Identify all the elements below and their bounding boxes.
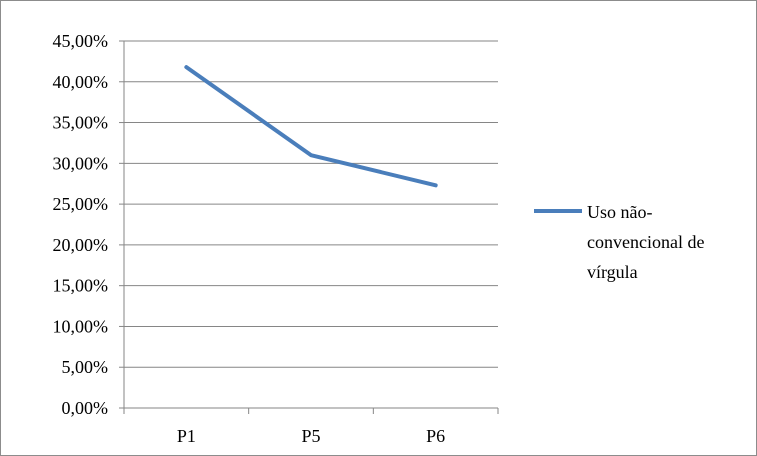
- x-tick-label: P5: [301, 426, 320, 446]
- legend-label: convencional de: [587, 232, 704, 252]
- y-tick-label: 35,00%: [53, 113, 109, 133]
- y-tick-label: 45,00%: [53, 31, 109, 51]
- gridlines: [124, 40, 498, 368]
- legend-label: Uso não-: [587, 202, 653, 222]
- x-axis-tick-labels: P1 P5 P6: [177, 426, 445, 446]
- axes: [119, 40, 499, 414]
- y-tick-label: 0,00%: [62, 398, 109, 418]
- x-tick-label: P6: [426, 426, 445, 446]
- series-lines: [184, 65, 438, 188]
- y-tick-label: 40,00%: [53, 72, 109, 92]
- legend-label: vírgula: [587, 262, 638, 282]
- y-axis-tick-labels: 0,00% 5,00% 10,00% 15,00% 20,00% 25,00% 30,00%…: [53, 31, 109, 418]
- y-tick-label: 5,00%: [62, 357, 109, 377]
- y-tick-label: 30,00%: [53, 153, 109, 173]
- y-tick-label: 10,00%: [53, 316, 109, 336]
- y-tick-label: 15,00%: [53, 276, 109, 296]
- x-tick-label: P1: [177, 426, 196, 446]
- legend: Uso não-convencional de vírgula: [534, 202, 704, 282]
- y-tick-label: 20,00%: [53, 235, 109, 255]
- series-line: [184, 65, 438, 188]
- y-tick-label: 25,00%: [53, 194, 109, 214]
